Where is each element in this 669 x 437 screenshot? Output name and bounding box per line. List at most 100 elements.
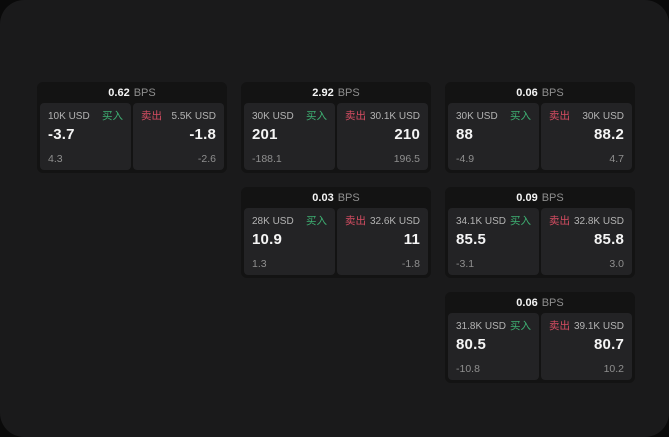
buy-panel[interactable]: 30K USD 买入 201 -188.1 bbox=[244, 103, 335, 170]
buy-tag: 买入 bbox=[306, 215, 327, 227]
sell-sub-value: 196.5 bbox=[393, 153, 420, 165]
spread-bps-value: 0.62 bbox=[108, 86, 130, 99]
buy-panel-header: 34.1K USD 买入 bbox=[456, 215, 531, 228]
sell-notional-amount: 30.1K USD bbox=[369, 111, 420, 122]
card-header: 0.03 BPS bbox=[241, 187, 431, 208]
buy-panel-header: 30K USD 买入 bbox=[456, 110, 531, 123]
buy-tag: 买入 bbox=[510, 320, 531, 332]
buy-notional-amount: 31.8K USD bbox=[456, 321, 507, 332]
bps-unit-label: BPS bbox=[133, 86, 156, 99]
buy-notional-amount: 28K USD bbox=[252, 216, 294, 227]
buy-panel[interactable]: 28K USD 买入 10.9 1.3 bbox=[244, 208, 335, 275]
sell-price: 210 bbox=[394, 126, 420, 143]
sell-price: 88.2 bbox=[594, 126, 624, 143]
quote-card: 0.03 BPS 28K USD 买入 10.9 1.3 卖出 32.6K US… bbox=[241, 187, 431, 278]
sell-panel[interactable]: 卖出 5.5K USD -1.8 -2.6 bbox=[133, 103, 224, 170]
buy-sub-value: -4.9 bbox=[456, 153, 475, 165]
quote-card: 0.06 BPS 30K USD 买入 88 -4.9 卖出 30K USD 8… bbox=[445, 82, 635, 173]
card-header: 0.62 BPS bbox=[37, 82, 227, 103]
sell-price: 80.7 bbox=[594, 336, 624, 353]
sell-price: 85.8 bbox=[594, 231, 624, 248]
sell-panel-header: 卖出 5.5K USD bbox=[141, 110, 216, 123]
buy-panel[interactable]: 34.1K USD 买入 85.5 -3.1 bbox=[448, 208, 539, 275]
spread-bps-value: 2.92 bbox=[312, 86, 334, 99]
card-body: 30K USD 买入 201 -188.1 卖出 30.1K USD 210 1… bbox=[241, 103, 431, 173]
sell-sub-value: -1.8 bbox=[401, 258, 420, 270]
spread-bps-value: 0.09 bbox=[516, 191, 538, 204]
bps-unit-label: BPS bbox=[541, 296, 564, 309]
buy-price: -3.7 bbox=[48, 126, 75, 143]
bps-unit-label: BPS bbox=[541, 86, 564, 99]
buy-panel-header: 10K USD 买入 bbox=[48, 110, 123, 123]
buy-notional-amount: 30K USD bbox=[252, 111, 294, 122]
sell-sub-value: 3.0 bbox=[609, 258, 624, 270]
sell-price: 11 bbox=[403, 231, 420, 248]
buy-tag: 买入 bbox=[102, 110, 123, 122]
cards-grid: 0.62 BPS 10K USD 买入 -3.7 4.3 卖出 5.5K USD… bbox=[37, 82, 635, 383]
buy-price: 85.5 bbox=[456, 231, 486, 248]
card-header: 0.09 BPS bbox=[445, 187, 635, 208]
quote-card: 0.09 BPS 34.1K USD 买入 85.5 -3.1 卖出 32.8K… bbox=[445, 187, 635, 278]
buy-panel[interactable]: 10K USD 买入 -3.7 4.3 bbox=[40, 103, 131, 170]
buy-price: 201 bbox=[252, 126, 278, 143]
buy-panel-header: 30K USD 买入 bbox=[252, 110, 327, 123]
sell-tag: 卖出 bbox=[549, 320, 570, 332]
buy-tag: 买入 bbox=[510, 215, 531, 227]
buy-panel[interactable]: 30K USD 买入 88 -4.9 bbox=[448, 103, 539, 170]
quote-card: 0.62 BPS 10K USD 买入 -3.7 4.3 卖出 5.5K USD… bbox=[37, 82, 227, 173]
sell-panel-header: 卖出 30K USD bbox=[549, 110, 624, 123]
buy-panel-header: 31.8K USD 买入 bbox=[456, 320, 531, 333]
spread-bps-value: 0.06 bbox=[516, 86, 538, 99]
sell-notional-amount: 32.8K USD bbox=[573, 216, 624, 227]
card-header: 2.92 BPS bbox=[241, 82, 431, 103]
bps-unit-label: BPS bbox=[337, 86, 360, 99]
sell-tag: 卖出 bbox=[549, 215, 570, 227]
sell-panel[interactable]: 卖出 30.1K USD 210 196.5 bbox=[337, 103, 428, 170]
sell-notional-amount: 39.1K USD bbox=[573, 321, 624, 332]
sell-sub-value: 4.7 bbox=[609, 153, 624, 165]
sell-tag: 卖出 bbox=[345, 110, 366, 122]
bps-unit-label: BPS bbox=[337, 191, 360, 204]
sell-tag: 卖出 bbox=[345, 215, 366, 227]
buy-sub-value: -188.1 bbox=[252, 153, 282, 165]
buy-tag: 买入 bbox=[306, 110, 327, 122]
quote-card: 2.92 BPS 30K USD 买入 201 -188.1 卖出 30.1K … bbox=[241, 82, 431, 173]
card-body: 31.8K USD 买入 80.5 -10.8 卖出 39.1K USD 80.… bbox=[445, 313, 635, 383]
sell-price: -1.8 bbox=[189, 126, 216, 143]
sell-notional-amount: 32.6K USD bbox=[369, 216, 420, 227]
buy-sub-value: -10.8 bbox=[456, 363, 480, 375]
sell-panel[interactable]: 卖出 32.6K USD 11 -1.8 bbox=[337, 208, 428, 275]
buy-tag: 买入 bbox=[510, 110, 531, 122]
sell-notional-amount: 5.5K USD bbox=[171, 111, 216, 122]
sell-sub-value: -2.6 bbox=[197, 153, 216, 165]
card-body: 28K USD 买入 10.9 1.3 卖出 32.6K USD 11 -1.8 bbox=[241, 208, 431, 278]
sell-panel[interactable]: 卖出 39.1K USD 80.7 10.2 bbox=[541, 313, 632, 380]
sell-sub-value: 10.2 bbox=[603, 363, 624, 375]
sell-tag: 卖出 bbox=[549, 110, 570, 122]
buy-notional-amount: 30K USD bbox=[456, 111, 498, 122]
sell-panel-header: 卖出 32.8K USD bbox=[549, 215, 624, 228]
buy-sub-value: 4.3 bbox=[48, 153, 63, 165]
buy-price: 10.9 bbox=[252, 231, 282, 248]
buy-panel-header: 28K USD 买入 bbox=[252, 215, 327, 228]
buy-panel[interactable]: 31.8K USD 买入 80.5 -10.8 bbox=[448, 313, 539, 380]
buy-notional-amount: 10K USD bbox=[48, 111, 90, 122]
sell-panel[interactable]: 卖出 30K USD 88.2 4.7 bbox=[541, 103, 632, 170]
buy-notional-amount: 34.1K USD bbox=[456, 216, 507, 227]
quote-card: 0.06 BPS 31.8K USD 买入 80.5 -10.8 卖出 39.1… bbox=[445, 292, 635, 383]
sell-panel-header: 卖出 39.1K USD bbox=[549, 320, 624, 333]
card-body: 10K USD 买入 -3.7 4.3 卖出 5.5K USD -1.8 -2.… bbox=[37, 103, 227, 173]
sell-panel[interactable]: 卖出 32.8K USD 85.8 3.0 bbox=[541, 208, 632, 275]
buy-price: 80.5 bbox=[456, 336, 486, 353]
sell-notional-amount: 30K USD bbox=[582, 111, 624, 122]
buy-sub-value: -3.1 bbox=[456, 258, 475, 270]
buy-sub-value: 1.3 bbox=[252, 258, 267, 270]
sell-panel-header: 卖出 32.6K USD bbox=[345, 215, 420, 228]
spread-bps-value: 0.06 bbox=[516, 296, 538, 309]
sell-tag: 卖出 bbox=[141, 110, 162, 122]
spread-bps-value: 0.03 bbox=[312, 191, 334, 204]
sell-panel-header: 卖出 30.1K USD bbox=[345, 110, 420, 123]
card-body: 34.1K USD 买入 85.5 -3.1 卖出 32.8K USD 85.8… bbox=[445, 208, 635, 278]
card-body: 30K USD 买入 88 -4.9 卖出 30K USD 88.2 4.7 bbox=[445, 103, 635, 173]
